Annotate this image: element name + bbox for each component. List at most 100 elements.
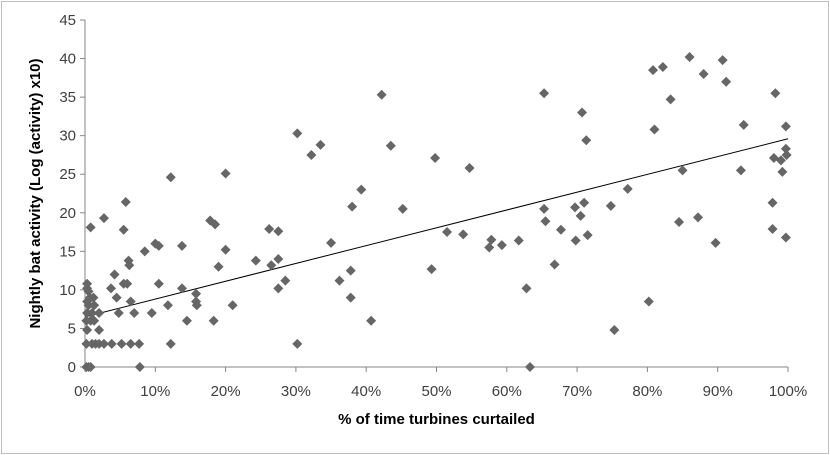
data-point — [570, 235, 581, 246]
data-point — [273, 254, 284, 265]
x-tick-label: 60% — [492, 383, 522, 400]
data-point — [125, 296, 136, 307]
data-point — [146, 308, 157, 319]
data-point — [356, 184, 367, 195]
data-point — [94, 324, 105, 335]
data-point — [85, 362, 96, 372]
data-point — [521, 283, 532, 294]
data-point — [770, 88, 781, 99]
data-point — [153, 240, 164, 251]
y-tick-label: 40 — [59, 51, 76, 68]
data-point — [129, 308, 140, 319]
data-point — [120, 196, 131, 207]
data-point — [213, 261, 224, 272]
data-point — [81, 338, 92, 349]
x-tick-labels: 0% 10% 20% 30% 40% 50% 60% 70% 80% 90% 100% — [74, 383, 807, 400]
data-point — [208, 315, 219, 326]
data-point — [569, 202, 580, 213]
data-point — [693, 212, 704, 223]
data-point — [366, 315, 377, 326]
data-point — [513, 235, 524, 246]
data-point — [125, 338, 136, 349]
data-point — [118, 224, 129, 235]
axes — [80, 19, 789, 372]
data-point — [111, 292, 122, 303]
y-tick-labels: 0 5 10 15 20 25 30 35 40 45 — [59, 12, 76, 376]
data-point — [677, 165, 688, 176]
data-point — [113, 308, 124, 319]
data-point — [162, 300, 173, 311]
data-point — [767, 223, 778, 234]
data-point — [165, 172, 176, 183]
data-point — [177, 240, 188, 251]
data-point — [250, 255, 261, 266]
data-point — [385, 140, 396, 151]
data-point — [266, 260, 277, 271]
data-point — [540, 216, 551, 227]
data-point — [397, 203, 408, 214]
data-point — [539, 88, 550, 99]
data-point — [780, 143, 791, 154]
x-tick-label: 30% — [281, 383, 311, 400]
data-point — [442, 227, 453, 238]
data-point — [721, 76, 732, 87]
data-point — [376, 89, 387, 100]
data-point — [780, 121, 791, 132]
data-point — [738, 119, 749, 130]
data-point — [345, 292, 356, 303]
y-tick-label: 10 — [59, 282, 76, 299]
data-point — [605, 200, 616, 211]
data-point — [134, 338, 145, 349]
data-point — [88, 292, 99, 303]
data-point — [220, 244, 231, 255]
data-point — [181, 315, 192, 326]
data-point — [89, 315, 100, 326]
data-point — [87, 308, 98, 319]
data-point — [227, 300, 238, 311]
data-point — [609, 324, 620, 335]
data-point — [524, 362, 535, 372]
data-point — [577, 107, 588, 118]
data-point — [292, 128, 303, 139]
data-point — [780, 232, 791, 243]
y-tick-label: 15 — [59, 243, 76, 260]
data-point — [582, 230, 593, 241]
data-point — [85, 222, 96, 233]
data-point — [464, 163, 475, 174]
data-point — [549, 259, 560, 270]
data-point — [555, 224, 566, 235]
data-point — [710, 237, 721, 248]
y-tick-label: 20 — [59, 205, 76, 222]
data-point — [486, 234, 497, 245]
data-point — [191, 288, 202, 299]
data-point — [273, 283, 284, 294]
data-point — [134, 362, 145, 372]
data-point — [717, 55, 728, 66]
data-point — [315, 139, 326, 150]
data-point — [191, 296, 202, 307]
data-points — [81, 52, 792, 372]
x-tick-label: 20% — [211, 383, 241, 400]
y-tick-label: 5 — [68, 320, 76, 337]
data-point — [98, 213, 109, 224]
x-tick-label: 50% — [421, 383, 451, 400]
data-point — [220, 168, 231, 179]
x-tick-label: 10% — [140, 383, 170, 400]
data-point — [89, 300, 100, 311]
data-point — [345, 265, 356, 276]
data-point — [82, 278, 93, 289]
data-point — [579, 197, 590, 208]
data-point — [575, 210, 586, 221]
data-point — [177, 283, 188, 294]
data-point — [165, 338, 176, 349]
trendline-layer — [84, 138, 789, 318]
y-tick-label: 45 — [59, 12, 76, 29]
data-point — [106, 283, 117, 294]
data-point — [768, 153, 779, 164]
y-tick-label: 0 — [68, 359, 76, 376]
data-point — [767, 197, 778, 208]
y-tick-label: 35 — [59, 89, 76, 106]
x-axis-title: % of time turbines curtailed — [338, 411, 535, 428]
